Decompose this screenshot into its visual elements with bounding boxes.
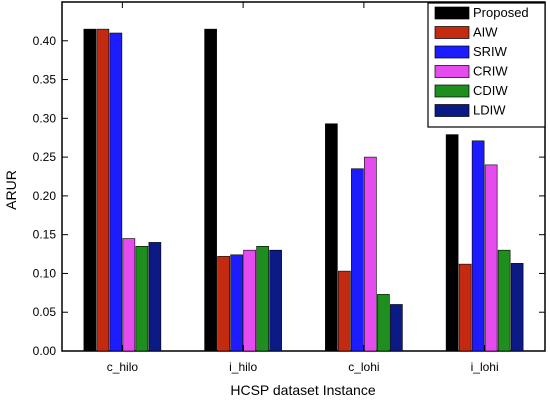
legend-label-ldiw: LDIW (473, 103, 506, 118)
bar-criw-i-lohi (484, 164, 498, 352)
bar-cdiw-i-lohi (497, 249, 511, 352)
legend-label-aiw: AIW (473, 25, 498, 40)
bar-cdiw-c-hilo (135, 246, 149, 352)
bar-ldiw-c-lohi (390, 304, 403, 352)
y-tick-label: 0.35 (33, 73, 57, 87)
legend: Proposed AIW SRIW CRIW CDIW LDIW (427, 2, 546, 128)
bar-aiw-i-lohi (458, 263, 472, 352)
bars-group (83, 28, 524, 352)
bar-criw-c-lohi (364, 156, 377, 352)
legend-swatch-sriw (434, 45, 470, 59)
y-tick-label: 0.10 (33, 266, 57, 280)
bar-criw-i-hilo (243, 249, 256, 352)
bar-cdiw-i-hilo (256, 246, 269, 352)
x-tick-label-c-lohi: c_lohi (348, 360, 379, 374)
legend-swatch-cdiw (434, 84, 470, 98)
y-axis-title: ARUR (3, 170, 19, 210)
y-tick-label: 0.40 (33, 34, 57, 48)
y-tick-label: 0.05 (33, 305, 57, 319)
bar-cdiw-c-lohi (377, 294, 390, 352)
bar-criw-c-hilo (122, 238, 136, 352)
bar-aiw-c-lohi (338, 270, 351, 352)
y-tick-label: 0.25 (33, 150, 57, 164)
legend-swatch-criw (434, 65, 470, 78)
bar-sriw-c-lohi (351, 168, 364, 352)
bar-sriw-c-hilo (109, 32, 123, 352)
legend-swatch-ldiw (434, 104, 470, 117)
plot-frame-group (61, 1, 546, 352)
bar-sriw-i-lohi (471, 140, 485, 352)
bar-sriw-i-hilo (230, 254, 243, 352)
bar-proposed-c-lohi (325, 123, 338, 352)
x-tick-label-i-hilo: i_hilo (229, 360, 257, 374)
legend-label-proposed: Proposed (473, 5, 529, 20)
y-tick-label: 0.30 (33, 111, 57, 125)
legend-swatch-aiw (434, 26, 470, 39)
legend-label-criw: CRIW (473, 64, 508, 79)
bar-proposed-c-hilo (83, 28, 97, 352)
x-tick-label-c-hilo: c_hilo (107, 360, 139, 374)
y-tick-label: 0.00 (33, 344, 57, 358)
x-axis-title: HCSP dataset Instance (230, 382, 375, 398)
legend-swatch-proposed (434, 6, 470, 20)
bar-ldiw-i-lohi (510, 263, 524, 352)
legend-label-cdiw: CDIW (473, 83, 508, 98)
legend-label-sriw: SRIW (473, 44, 508, 59)
bar-aiw-i-hilo (217, 256, 230, 352)
y-tick-label: 0.15 (33, 228, 57, 242)
x-tick-label-i-lohi: i_lohi (471, 360, 499, 374)
y-tick-label: 0.20 (33, 189, 57, 203)
plot-frame (61, 1, 546, 352)
bar-aiw-c-hilo (96, 28, 110, 352)
bar-proposed-i-lohi (445, 134, 459, 352)
ticks-group: 0.00 0.05 0.10 0.15 0.20 0.25 0.30 0.35 0.40 c_hi… (33, 2, 545, 374)
bar-ldiw-i-hilo (269, 249, 282, 352)
bar-ldiw-c-hilo (148, 242, 162, 352)
bar-proposed-i-hilo (204, 28, 217, 352)
